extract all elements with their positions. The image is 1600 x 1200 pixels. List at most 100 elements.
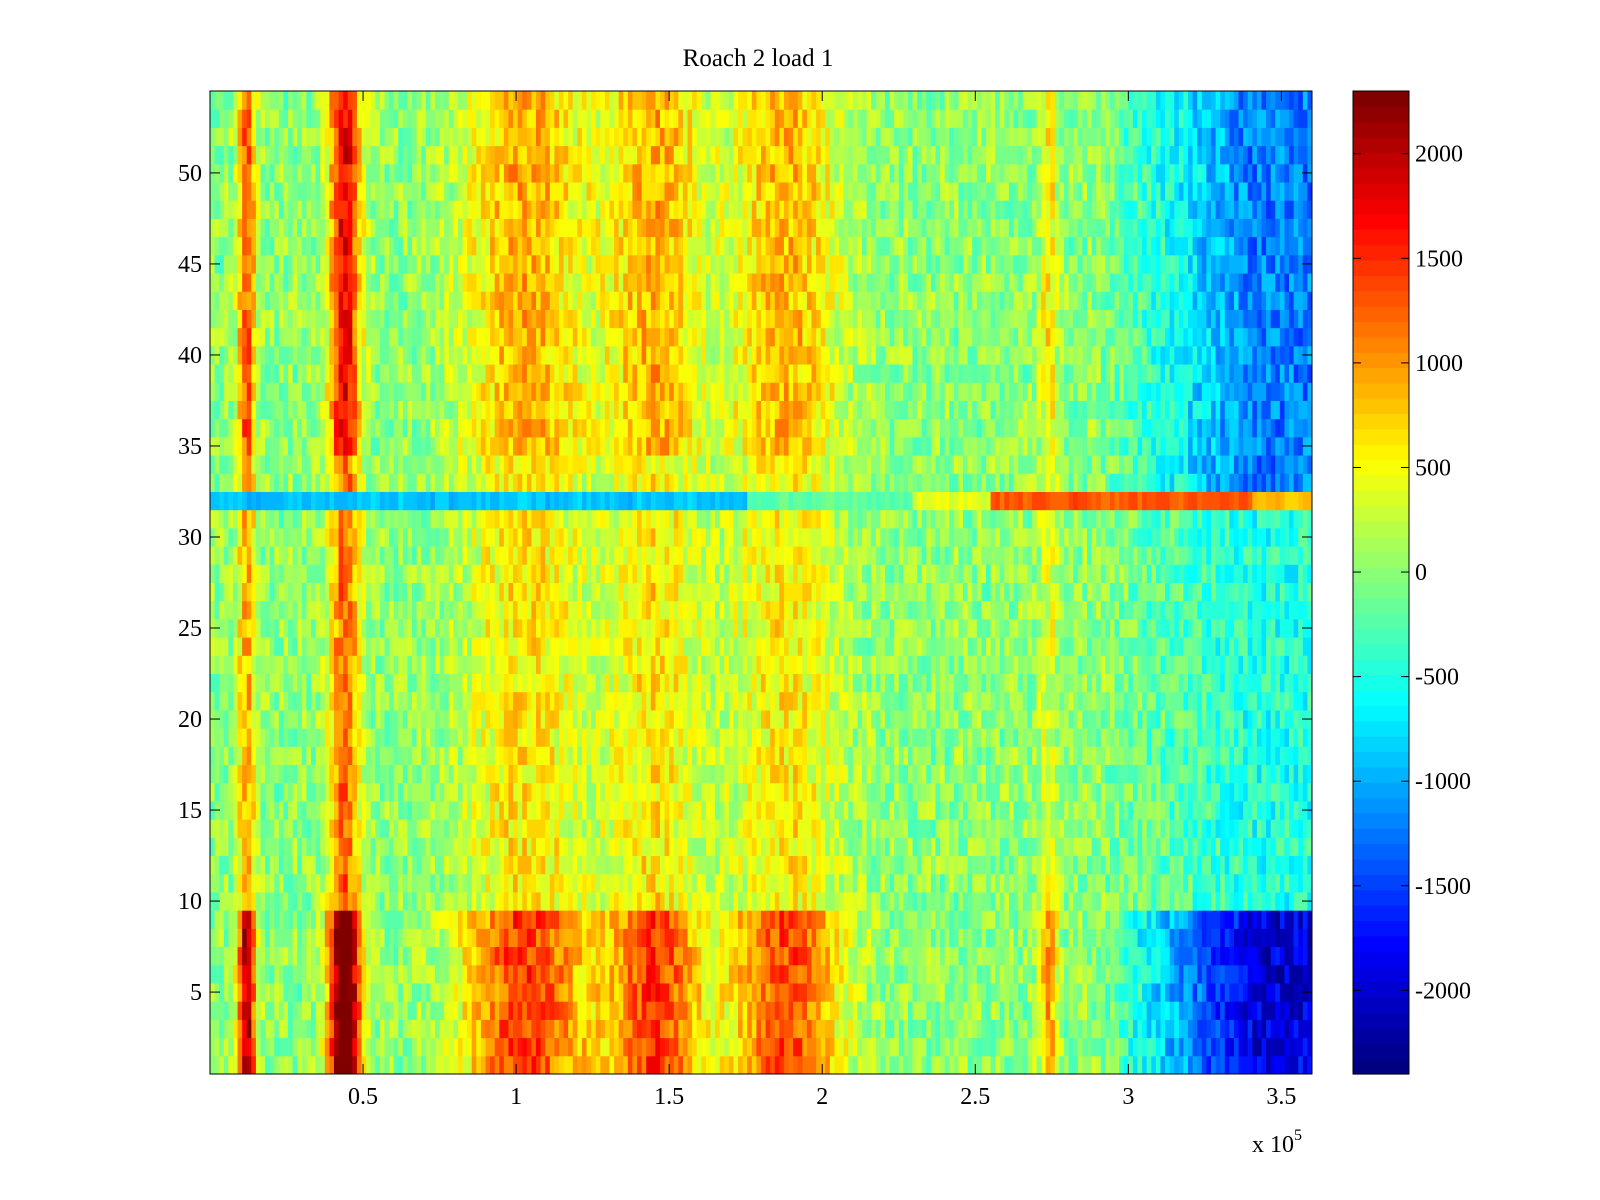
heatmap-cell [1261,837,1267,857]
heatmap-cell [880,746,886,766]
heatmap-cell [857,1037,863,1057]
heatmap-cell [554,964,560,984]
heatmap-cell [1247,819,1253,838]
heatmap-cell [232,1019,239,1039]
heatmap-cell [531,928,537,948]
heatmap-cell [347,891,353,911]
heatmap-cell [710,982,716,1002]
heatmap-cell [499,873,505,893]
heatmap-cell [999,855,1005,875]
heatmap-cell [306,1055,312,1075]
heatmap-cell [1197,873,1203,893]
heatmap-cell [623,764,629,784]
heatmap-cell [228,910,234,929]
heatmap-cell [862,873,868,893]
heatmap-cell [1275,855,1281,875]
heatmap-cell [448,928,454,948]
heatmap-cell [1197,928,1203,948]
heatmap-cell [1174,1019,1180,1039]
heatmap-cell [1155,964,1161,984]
heatmap-cell [1188,764,1194,784]
heatmap-cell [1155,1019,1161,1039]
heatmap-cell [921,691,927,711]
heatmap-cell [1059,946,1065,966]
heatmap-cell [228,964,234,984]
heatmap-cell [1114,855,1120,875]
heatmap-cell [1279,800,1285,820]
heatmap-cell [738,746,744,766]
heatmap-cell [696,800,702,820]
heatmap-cell [471,1019,477,1039]
heatmap-cell [1289,746,1295,766]
heatmap-cell [1266,1037,1272,1057]
heatmap-cell [875,709,881,729]
heatmap-cell [1146,746,1152,766]
heatmap-cell [976,928,982,948]
heatmap-cell [1091,873,1097,893]
heatmap-cell [1192,891,1198,911]
heatmap-cell [1160,873,1166,893]
heatmap-cell [1302,764,1308,784]
heatmap-cell [669,982,675,1002]
heatmap-cell [999,728,1005,747]
heatmap-cell [384,964,390,984]
heatmap-cell [540,746,546,766]
heatmap-cell [949,1019,955,1039]
heatmap-cell [568,946,574,966]
heatmap-cell [889,819,895,838]
heatmap-cell [513,782,519,802]
heatmap-cell [1041,709,1047,729]
heatmap-cell [889,891,895,911]
heatmap-cell [770,964,776,984]
heatmap-cell [669,691,675,711]
heatmap-cell [425,837,431,857]
heatmap-cell [733,782,739,802]
heatmap-cell [829,946,835,966]
heatmap-cell [917,855,923,875]
heatmap-cell [421,1001,427,1020]
heatmap-cell [375,946,381,966]
heatmap-cell [301,782,307,802]
heatmap-cell [678,800,684,820]
heatmap-cell [1289,1019,1295,1039]
heatmap-cell [1252,910,1258,929]
heatmap-cell [779,928,785,948]
heatmap-cell [1183,746,1189,766]
heatmap-cell [756,855,762,875]
heatmap-cell [1045,1055,1051,1075]
heatmap-cell [930,964,936,984]
heatmap-cell [953,982,959,1002]
heatmap-cell [641,837,647,857]
heatmap-cell [338,800,344,820]
heatmap-cell [940,1055,946,1075]
heatmap-cell [852,910,858,929]
heatmap-cell [1224,746,1230,766]
heatmap-cell [604,709,610,729]
heatmap-cell [742,1037,748,1057]
heatmap-cell [898,1001,904,1020]
heatmap-cell [664,728,670,747]
heatmap-cell [1073,746,1079,766]
heatmap-cell [1137,1055,1143,1075]
heatmap-cell [949,782,955,802]
heatmap-cell [480,782,486,802]
heatmap-cell [554,1019,560,1039]
heatmap-cell [719,709,725,729]
heatmap-cell [219,1055,225,1075]
heatmap-cell [866,1019,872,1039]
heatmap-cell [650,691,656,711]
heatmap-cell [852,982,858,1002]
heatmap-cell [407,691,413,711]
heatmap-cell [1284,964,1290,984]
heatmap-cell [678,782,684,802]
heatmap-cell [816,764,822,784]
heatmap-cell [393,855,399,875]
heatmap-cell [1018,873,1024,893]
heatmap-cell [471,728,477,747]
heatmap-cell [315,946,321,966]
heatmap-cell [811,1001,817,1020]
heatmap-cell [944,728,950,747]
heatmap-cell [774,1037,780,1057]
heatmap-cell [476,1001,482,1020]
heatmap-cell [705,964,711,984]
